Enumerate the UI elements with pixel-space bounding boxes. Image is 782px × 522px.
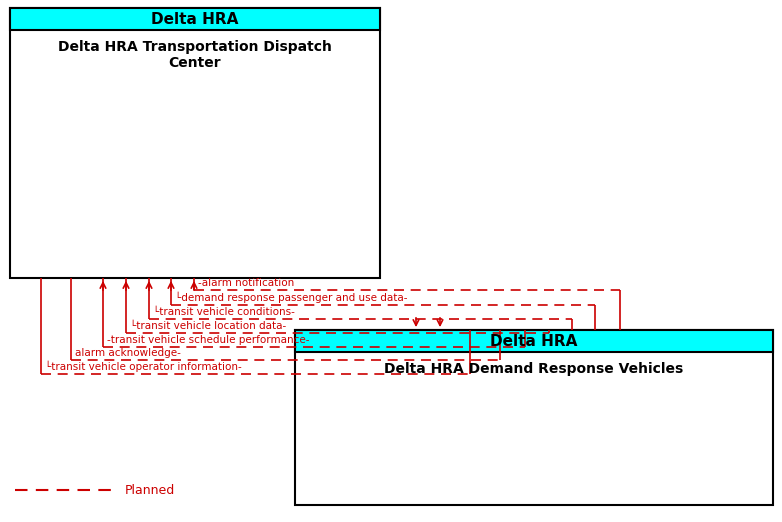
Text: └transit vehicle conditions-: └transit vehicle conditions- — [153, 307, 295, 317]
Text: -alarm notification: -alarm notification — [198, 278, 294, 288]
Bar — [10, 8, 380, 30]
Text: Delta HRA: Delta HRA — [490, 334, 578, 349]
Text: alarm acknowledge-: alarm acknowledge- — [75, 348, 181, 358]
Text: Delta HRA Transportation Dispatch
Center: Delta HRA Transportation Dispatch Center — [58, 40, 332, 70]
Bar — [295, 330, 773, 352]
Text: └transit vehicle location data-: └transit vehicle location data- — [130, 321, 286, 331]
Text: -transit vehicle schedule performance-: -transit vehicle schedule performance- — [107, 335, 310, 345]
Bar — [295, 330, 773, 505]
Text: Delta HRA: Delta HRA — [151, 11, 239, 27]
Text: └demand response passenger and use data-: └demand response passenger and use data- — [175, 292, 407, 303]
Text: Delta HRA Demand Response Vehicles: Delta HRA Demand Response Vehicles — [385, 362, 683, 376]
Text: └transit vehicle operator information-: └transit vehicle operator information- — [45, 361, 242, 372]
Text: Planned: Planned — [125, 483, 175, 496]
Bar — [10, 8, 380, 278]
